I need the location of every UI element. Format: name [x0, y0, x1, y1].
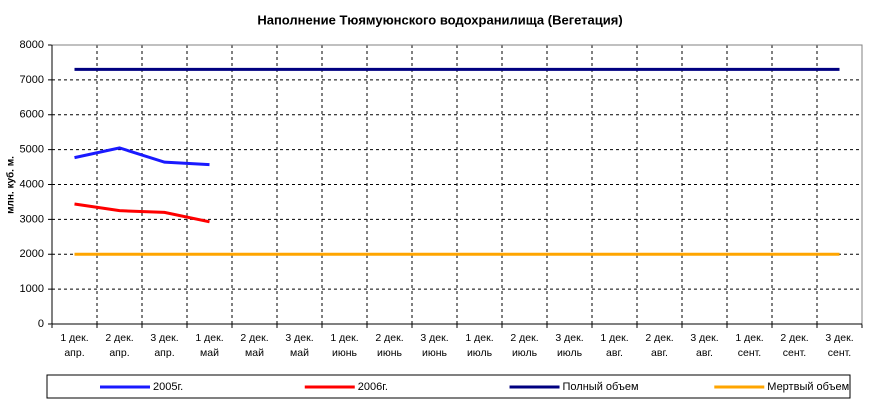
- series-line: [74, 202, 210, 224]
- series-line: [74, 146, 210, 167]
- y-tick-label: 3000: [20, 213, 44, 225]
- legend-label: Мертвый объем: [767, 381, 849, 393]
- x-tick-label: 1 дек. май: [195, 332, 224, 359]
- x-tick-label: 2 дек. май: [240, 332, 269, 359]
- y-tick-label: 1000: [20, 283, 44, 295]
- y-tick-label: 6000: [20, 109, 44, 121]
- x-tick-label: 3 дек. апр.: [150, 332, 179, 359]
- x-tick-label: 1 дек. июль: [465, 332, 494, 359]
- y-tick-label: 4000: [20, 178, 44, 190]
- x-tick-label: 2 дек. июнь: [375, 332, 404, 359]
- legend-label: 2006г.: [358, 381, 388, 393]
- y-tick-label: 5000: [20, 144, 44, 156]
- y-axis-label: млн. куб. м.: [5, 156, 17, 214]
- x-tick-label: 2 дек. апр.: [105, 332, 134, 359]
- x-tick-label: 3 дек. июль: [555, 332, 584, 359]
- x-tick-label: 2 дек. июль: [510, 332, 539, 359]
- x-tick-label: 3 дек. авг.: [690, 332, 719, 359]
- y-tick-label: 2000: [20, 248, 44, 260]
- x-tick-label: 1 дек. апр.: [60, 332, 89, 359]
- x-tick-label: 2 дек. сент.: [780, 332, 809, 359]
- x-tick-label: 2 дек. авг.: [645, 332, 674, 359]
- x-tick-label: 3 дек. июнь: [420, 332, 449, 359]
- x-tick-label: 3 дек. сент.: [825, 332, 854, 359]
- legend-box: [46, 374, 851, 399]
- legend-label: 2005г.: [153, 381, 183, 393]
- chart-title: Наполнение Тюямуюнского водохранилища (В…: [257, 12, 622, 27]
- x-tick-label: 1 дек. авг.: [600, 332, 629, 359]
- y-tick-label: 7000: [20, 74, 44, 86]
- legend-label: Полный объем: [563, 381, 639, 393]
- y-tick-label: 8000: [20, 39, 44, 51]
- x-tick-label: 1 дек. июнь: [330, 332, 359, 359]
- y-tick-label: 0: [38, 318, 44, 330]
- x-tick-label: 3 дек. май: [285, 332, 314, 359]
- x-tick-label: 1 дек. сент.: [735, 332, 764, 359]
